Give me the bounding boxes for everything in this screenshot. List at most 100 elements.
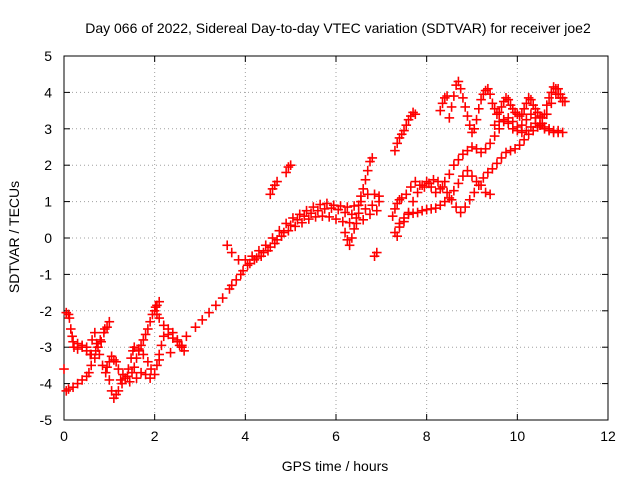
data-point <box>129 342 140 353</box>
data-point <box>473 180 484 191</box>
data-point <box>464 120 475 130</box>
data-point <box>347 209 357 220</box>
data-point <box>236 269 246 280</box>
data-point <box>240 255 251 265</box>
data-point <box>94 349 105 360</box>
data-point <box>247 251 257 262</box>
data-point <box>85 349 96 360</box>
data-point <box>469 124 480 134</box>
data-point <box>222 240 232 251</box>
data-point <box>494 116 505 127</box>
data-point <box>544 124 554 134</box>
data-point <box>69 342 79 353</box>
data-point <box>342 202 353 212</box>
data-point <box>134 346 144 356</box>
data-point <box>276 231 287 241</box>
data-point <box>387 211 398 221</box>
data-point <box>473 103 484 114</box>
data-point <box>478 173 489 183</box>
data-point <box>437 98 448 109</box>
data-point <box>517 109 527 120</box>
data-point <box>242 260 253 271</box>
data-point <box>340 227 350 238</box>
data-point <box>90 353 100 363</box>
data-point <box>72 344 83 354</box>
points-layer <box>59 76 570 403</box>
data-point <box>165 347 176 358</box>
x-tick-label: 12 <box>600 428 616 444</box>
data-point <box>489 131 500 141</box>
data-point <box>86 360 96 371</box>
data-point <box>308 202 319 212</box>
data-point <box>129 362 140 373</box>
data-point <box>539 122 550 132</box>
data-point <box>351 213 362 223</box>
data-point <box>519 103 529 114</box>
data-point <box>117 378 127 389</box>
data-point <box>143 356 153 367</box>
data-point <box>392 231 403 241</box>
data-point <box>399 125 409 136</box>
data-point <box>417 205 427 216</box>
data-point <box>480 187 491 198</box>
data-point <box>172 335 183 345</box>
data-point <box>77 340 87 351</box>
data-point <box>535 120 545 130</box>
data-point <box>347 233 357 243</box>
data-point <box>138 335 149 345</box>
data-point <box>462 145 473 156</box>
data-point <box>147 309 158 320</box>
data-point <box>131 353 142 363</box>
data-point <box>324 212 335 222</box>
data-point <box>455 83 466 94</box>
y-tick-label: 4 <box>44 84 52 100</box>
data-point <box>136 367 146 378</box>
data-point <box>501 147 511 158</box>
data-point <box>401 120 412 130</box>
data-point <box>526 109 536 120</box>
data-point <box>401 189 412 200</box>
data-point <box>512 125 523 136</box>
data-point <box>179 346 189 356</box>
data-point <box>168 327 178 338</box>
data-point <box>444 169 455 180</box>
data-point <box>87 335 97 345</box>
data-point <box>462 165 473 176</box>
data-point <box>138 349 149 360</box>
data-point <box>365 209 375 220</box>
y-tick-label: -1 <box>40 266 53 282</box>
data-point <box>154 296 164 307</box>
data-point <box>290 221 301 232</box>
data-point <box>315 199 325 210</box>
data-point <box>72 378 83 389</box>
data-point <box>483 167 493 178</box>
data-point <box>145 316 155 327</box>
data-point <box>349 224 359 234</box>
data-point <box>521 125 532 136</box>
data-point <box>408 196 418 207</box>
data-point <box>131 373 142 383</box>
data-point <box>541 100 552 110</box>
data-point <box>396 193 407 203</box>
data-point <box>313 205 323 216</box>
data-point <box>358 215 369 225</box>
data-point <box>442 187 452 198</box>
data-point <box>455 207 466 218</box>
data-point <box>412 187 423 198</box>
data-point <box>467 171 477 181</box>
data-point <box>471 114 482 125</box>
data-point <box>331 214 341 224</box>
data-point <box>483 83 493 94</box>
data-point <box>113 364 124 374</box>
data-point <box>174 340 185 351</box>
data-point <box>437 182 448 192</box>
data-point <box>399 213 409 223</box>
data-point <box>95 335 106 345</box>
y-tick-label: -5 <box>40 412 53 428</box>
data-point <box>81 342 92 353</box>
grid-layer <box>64 56 608 420</box>
data-point <box>485 89 495 100</box>
